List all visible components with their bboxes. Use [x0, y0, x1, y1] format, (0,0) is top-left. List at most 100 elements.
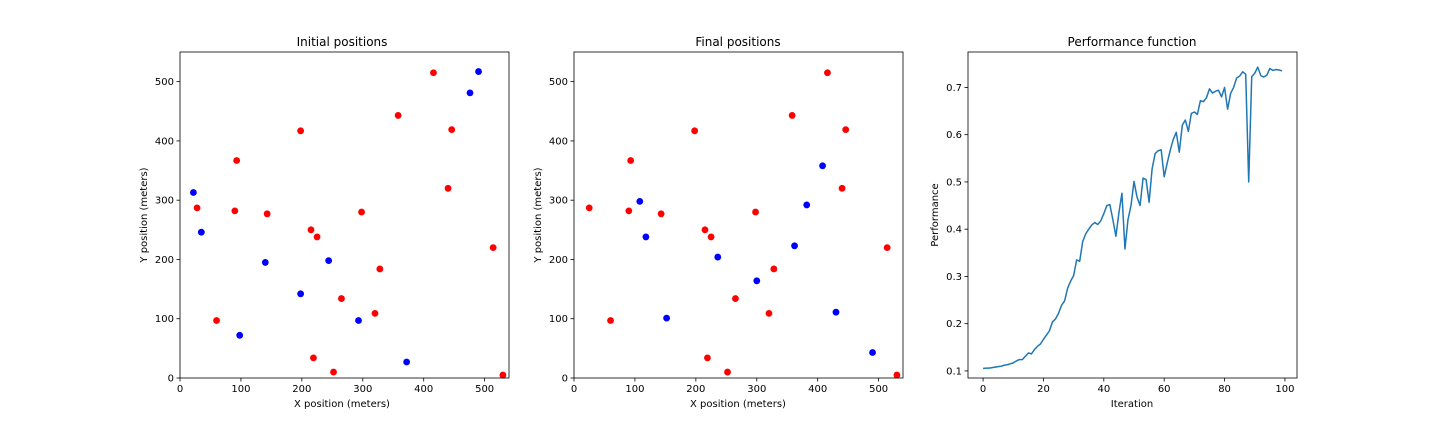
x-tick-label: 400 [808, 384, 827, 395]
y-tick-label: 0.3 [946, 272, 962, 283]
data-point [466, 89, 474, 97]
x-tick-label: 100 [625, 384, 644, 395]
data-point [707, 233, 715, 241]
data-point [714, 253, 722, 261]
data-point [701, 226, 709, 234]
data-point [691, 127, 699, 135]
y-tick-label: 0.4 [946, 225, 962, 236]
y-tick-label: 0.5 [946, 177, 962, 188]
data-point [263, 210, 271, 218]
data-point [261, 259, 269, 266]
x-tick-label: 0 [980, 384, 986, 395]
data-point [607, 317, 614, 324]
data-point [663, 314, 671, 322]
performance-function-chart: Performance function Iteration Performan… [930, 35, 1298, 410]
x-tick-label: 200 [686, 384, 705, 395]
data-point [307, 226, 315, 234]
data-point [330, 368, 337, 376]
data-point [732, 295, 739, 302]
axes-frame [967, 51, 1298, 379]
y-tick-label: 0 [562, 374, 568, 385]
data-point [752, 208, 759, 216]
y-tick-label: 400 [155, 136, 174, 147]
data-point [358, 208, 365, 216]
x-axis-label: X position (meters) [294, 399, 390, 410]
x-axis-label: X position (meters) [690, 399, 786, 410]
x-tick-label: 0 [177, 384, 183, 395]
data-point [869, 349, 876, 356]
data-point [489, 244, 497, 252]
data-point [627, 157, 635, 164]
data-point [585, 204, 593, 212]
x-tick-label: 300 [353, 384, 372, 395]
data-point [325, 257, 333, 265]
y-tick-label: 0.7 [946, 83, 962, 94]
y-tick-label: 0.2 [946, 319, 962, 330]
data-point [371, 309, 379, 317]
data-point [310, 354, 317, 362]
data-point [625, 207, 633, 215]
y-axis-label: Y position (meters) [139, 167, 150, 263]
x-tick-label: 500 [475, 384, 494, 395]
x-tick-label: 100 [231, 384, 250, 395]
data-point [236, 331, 244, 339]
axes-frame [179, 51, 510, 379]
x-tick-label: 20 [1037, 384, 1050, 395]
data-point [724, 368, 731, 376]
data-point [657, 210, 665, 218]
data-point [190, 189, 197, 196]
data-point [430, 69, 437, 77]
y-tick-label: 300 [155, 196, 174, 207]
data-point [883, 244, 891, 252]
final-positions-chart: Final positions X position (meters) Y po… [533, 35, 904, 410]
y-tick-label: 200 [549, 255, 568, 266]
y-tick-label: 0 [168, 374, 174, 385]
x-tick-label: 80 [1218, 384, 1231, 395]
x-tick-label: 500 [869, 384, 888, 395]
data-point [213, 317, 220, 324]
data-point [233, 157, 241, 164]
chart-title: Performance function [1068, 35, 1197, 49]
x-tick-label: 200 [292, 384, 311, 395]
y-tick-label: 300 [549, 196, 568, 207]
data-point [394, 112, 402, 119]
y-tick-label: 200 [155, 255, 174, 266]
plot-area [585, 69, 901, 379]
y-tick-label: 100 [155, 314, 174, 325]
data-point [838, 184, 846, 192]
data-point [338, 295, 345, 302]
data-point [376, 265, 384, 273]
data-point [444, 184, 452, 192]
y-tick-label: 500 [549, 77, 568, 88]
data-point [499, 371, 507, 379]
data-point [832, 308, 840, 316]
data-point [448, 126, 456, 134]
data-point [819, 162, 826, 170]
data-point [788, 112, 796, 119]
chart-title: Initial positions [297, 35, 388, 49]
data-point [803, 201, 811, 209]
x-tick-label: 100 [1275, 384, 1294, 395]
data-point [704, 354, 711, 362]
data-point [475, 68, 482, 75]
data-point [753, 277, 761, 285]
y-axis-label: Performance [930, 183, 941, 246]
y-tick-label: 100 [549, 314, 568, 325]
x-tick-label: 400 [414, 384, 433, 395]
x-tick-label: 40 [1097, 384, 1110, 395]
y-tick-label: 0.6 [946, 130, 962, 141]
data-point [893, 371, 901, 379]
data-point [636, 197, 644, 205]
data-point [642, 233, 650, 241]
y-tick-label: 500 [155, 77, 174, 88]
y-tick-label: 400 [549, 136, 568, 147]
chart-title: Final positions [695, 35, 780, 49]
data-point [231, 207, 239, 215]
plot-area [190, 68, 507, 379]
data-point [765, 309, 773, 317]
x-tick-label: 60 [1158, 384, 1171, 395]
data-point [313, 233, 321, 241]
initial-positions-chart: Initial positions X position (meters) Y … [139, 35, 510, 410]
data-point [193, 204, 201, 212]
data-point [824, 69, 831, 77]
